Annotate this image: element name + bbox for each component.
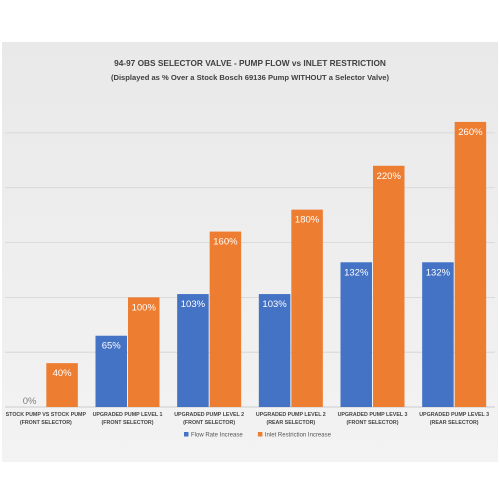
data-label: 103% — [181, 299, 206, 310]
legend: Flow Rate Increase Inlet Restriction Incr… — [184, 432, 332, 439]
legend-swatch — [184, 432, 189, 437]
bar-inlet-restriction-4 — [373, 165, 405, 407]
category-label: (FRONT SELECTOR) — [20, 420, 72, 426]
chart-title: 94-97 OBS SELECTOR VALVE - PUMP FLOW vs … — [114, 58, 386, 68]
data-label: 103% — [262, 299, 287, 310]
category-label: (FRONT SELECTOR) — [102, 420, 154, 426]
chart-panel — [2, 42, 498, 462]
category-label: (FRONT SELECTOR) — [183, 420, 235, 426]
data-label: 132% — [426, 267, 451, 278]
data-label: 132% — [344, 267, 369, 278]
category-label: UPGRADED PUMP LEVEL 3 — [338, 412, 408, 418]
bar-flow-rate-4 — [340, 262, 372, 407]
legend-entry: Inlet Restriction Increase — [265, 433, 332, 439]
data-label: 260% — [458, 127, 483, 138]
bar-inlet-restriction-0 — [46, 363, 78, 407]
category-label: (FRONT SELECTOR) — [347, 420, 399, 426]
bar-inlet-restriction-3 — [291, 209, 323, 407]
data-label: 0% — [23, 396, 37, 407]
data-label: 100% — [132, 302, 157, 313]
category-label: UPGRADED PUMP LEVEL 3 — [419, 412, 489, 418]
x-axis: STOCK PUMP VS STOCK PUMP (FRONT SELECTOR)… — [6, 412, 489, 426]
bar-flow-rate-5 — [422, 262, 454, 407]
bar-inlet-restriction-5 — [454, 121, 487, 407]
category-label: (REAR SELECTOR) — [266, 420, 315, 426]
category-label: STOCK PUMP VS STOCK PUMP — [6, 412, 87, 418]
data-label: 65% — [102, 341, 122, 352]
bar-flow-rate-3 — [258, 294, 291, 407]
bar-flow-rate-2 — [177, 294, 209, 407]
bar-inlet-restriction-2 — [209, 231, 242, 407]
data-label: 220% — [377, 171, 402, 182]
category-label: UPGRADED PUMP LEVEL 2 — [174, 412, 244, 418]
category-label: (REAR SELECTOR) — [430, 420, 479, 426]
legend-swatch — [257, 432, 263, 437]
legend-entry: Flow Rate Increase — [191, 433, 243, 439]
gridlines — [5, 132, 495, 408]
bar-flow-rate-1 — [95, 335, 127, 407]
category-label: UPGRADED PUMP LEVEL 2 — [256, 412, 326, 418]
data-label: 160% — [213, 237, 238, 248]
category-label: UPGRADED PUMP LEVEL 1 — [93, 412, 163, 418]
bar-inlet-restriction-1 — [128, 297, 160, 407]
data-labels: 0% 40% 65% 100% 103% 160% 103% 180% 132% 220% 132%… — [23, 127, 483, 407]
data-label: 40% — [53, 368, 73, 379]
chart-subtitle: (Displayed as % Over a Stock Bosch 69136… — [111, 73, 390, 82]
bars — [46, 121, 487, 407]
data-label: 180% — [295, 215, 320, 226]
